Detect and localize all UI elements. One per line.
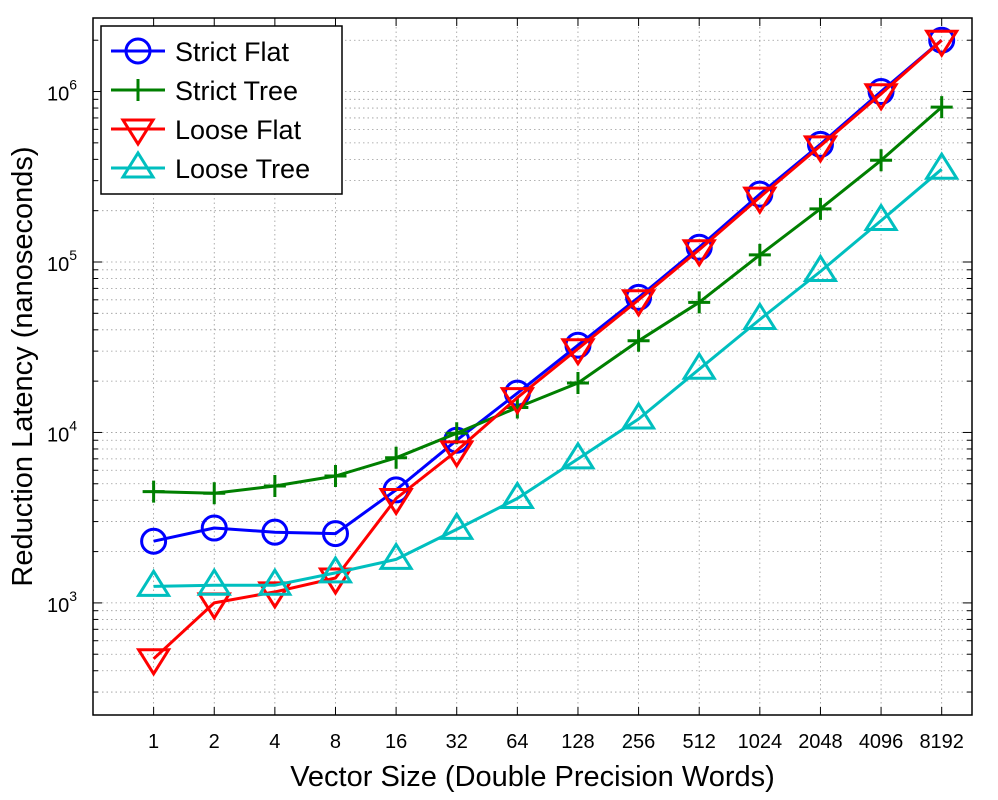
y-tick-label-exponent: 5: [69, 247, 77, 263]
legend-label: Strict Tree: [175, 76, 298, 106]
data-point-strict-flat: [321, 520, 349, 548]
y-tick-label-base: 10: [47, 254, 69, 276]
data-point-strict-tree: [203, 482, 226, 505]
y-tick-label-exponent: 6: [69, 77, 77, 93]
data-point-loose-flat: [135, 648, 172, 677]
y-tick-label: 103: [47, 588, 77, 617]
legend-label: Loose Tree: [175, 154, 310, 184]
data-point-loose-flat: [681, 239, 717, 268]
data-point-loose-flat: [499, 387, 536, 416]
series-line-loose-tree: [153, 168, 943, 588]
x-tick-label: 32: [446, 731, 468, 753]
plot-frame: [92, 17, 973, 716]
data-point-loose-flat: [863, 83, 899, 112]
legend-label: Loose Flat: [175, 115, 302, 145]
y-tick-label-base: 10: [47, 424, 69, 446]
data-point-strict-tree: [627, 329, 650, 352]
legend-marker: [124, 37, 152, 65]
x-tick-labels: 1 2 4 8 16 32 64 128 256 512 1024 2048 4096 8192: [148, 731, 964, 753]
legend: Strict Flat Strict Tree Loose Flat Loose Tr…: [100, 25, 343, 195]
x-tick-label: 4: [269, 731, 280, 753]
data-point-strict-tree: [748, 243, 771, 266]
data-point-loose-tree: [317, 555, 354, 584]
data-point-loose-flat: [923, 29, 960, 59]
series-loose-tree: [135, 151, 960, 597]
data-point-strict-tree: [142, 480, 165, 503]
data-point-loose-tree: [499, 480, 536, 509]
y-axis-title: Reduction Latency (nanoseconds): [7, 146, 39, 586]
data-point-loose-flat: [802, 135, 839, 164]
series-loose-flat: [135, 29, 960, 677]
legend-marker: [127, 79, 149, 101]
legend-label: Strict Flat: [175, 37, 290, 67]
data-point-strict-tree: [324, 465, 347, 488]
x-tick-label: 256: [622, 731, 655, 753]
data-point-loose-flat: [560, 338, 596, 367]
x-tick-label: 128: [561, 731, 594, 753]
series-line-strict-tree: [153, 105, 943, 495]
x-tick-label: 64: [506, 731, 528, 753]
axis-ticks: [93, 18, 972, 715]
y-tick-label: 106: [47, 77, 77, 106]
y-tick-label-exponent: 3: [69, 588, 77, 604]
legend-marker: [120, 118, 156, 147]
data-point-strict-flat: [261, 518, 289, 546]
x-tick-label: 8192: [919, 731, 964, 753]
data-point-loose-tree: [742, 301, 778, 330]
data-point-loose-tree: [681, 351, 717, 380]
data-point-loose-flat: [378, 487, 414, 517]
grid-lines: [93, 18, 972, 715]
x-tick-label: 1024: [738, 731, 783, 753]
x-tick-label: 512: [683, 731, 716, 753]
series-strict-tree: [142, 96, 953, 505]
y-tick-label: 105: [47, 247, 77, 276]
data-point-loose-flat: [742, 186, 778, 216]
legend-item-loose-flat: Loose Flat: [111, 115, 302, 147]
data-point-loose-flat: [620, 289, 657, 318]
data-point-loose-tree: [620, 401, 657, 430]
data-point-loose-tree: [135, 568, 172, 597]
legend-item-loose-tree: Loose Tree: [111, 150, 310, 184]
data-point-loose-flat: [439, 440, 475, 469]
x-tick-label: 1: [148, 731, 159, 753]
legend-item-strict-flat: Strict Flat: [111, 37, 290, 67]
y-tick-label-base: 10: [47, 84, 69, 106]
x-tick-label: 4096: [859, 731, 904, 753]
series-layer: [135, 26, 960, 677]
y-tick-label-exponent: 4: [69, 417, 77, 433]
data-point-loose-tree: [923, 151, 960, 180]
data-point-loose-tree: [439, 511, 475, 540]
y-tick-label: 104: [47, 417, 77, 446]
data-point-loose-tree: [560, 441, 596, 470]
data-point-loose-tree: [257, 567, 293, 596]
legend-item-strict-tree: Strict Tree: [111, 76, 298, 106]
x-tick-label: 16: [385, 731, 407, 753]
x-tick-label: 2: [209, 731, 220, 753]
y-tick-label-base: 10: [47, 595, 69, 617]
data-point-strict-tree: [263, 475, 286, 498]
data-point-strict-flat: [928, 26, 956, 54]
legend-marker: [120, 150, 156, 179]
data-point-strict-tree: [385, 446, 408, 469]
data-point-strict-tree: [566, 372, 589, 395]
legend-box: [100, 25, 343, 195]
x-tick-label: 8: [330, 731, 341, 753]
data-point-loose-tree: [863, 202, 899, 232]
data-point-strict-tree: [870, 149, 893, 172]
data-point-loose-tree: [378, 541, 414, 570]
data-point-loose-tree: [196, 567, 232, 596]
data-point-strict-flat: [140, 527, 168, 555]
data-point-loose-tree: [802, 253, 839, 282]
x-tick-label: 2048: [798, 731, 843, 753]
data-point-strict-tree: [809, 197, 832, 220]
data-point-strict-tree: [688, 291, 711, 314]
x-axis-title: Vector Size (Double Precision Words): [290, 761, 775, 793]
data-point-strict-tree: [930, 96, 953, 119]
data-point-strict-flat: [200, 514, 228, 542]
